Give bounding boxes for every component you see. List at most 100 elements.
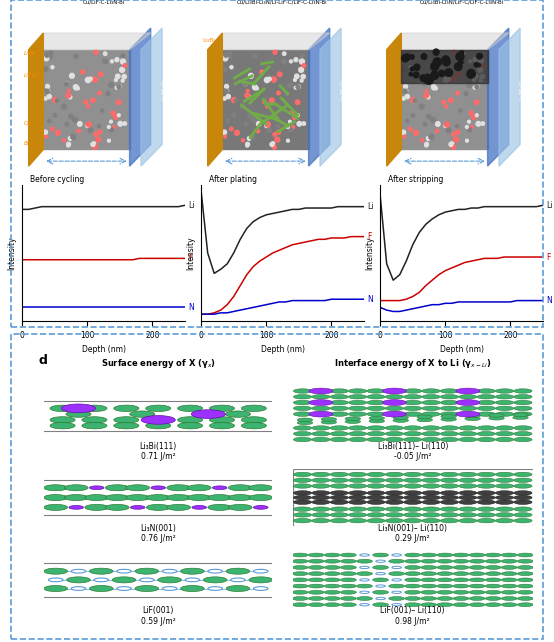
Circle shape [227, 119, 230, 123]
Circle shape [514, 478, 532, 482]
Circle shape [389, 584, 404, 588]
Circle shape [300, 79, 303, 82]
Circle shape [48, 119, 51, 123]
Circle shape [403, 89, 407, 93]
Circle shape [120, 67, 125, 73]
Circle shape [51, 65, 54, 69]
Circle shape [450, 142, 454, 145]
Circle shape [309, 596, 324, 600]
Circle shape [230, 578, 245, 582]
Circle shape [85, 78, 90, 83]
Text: Li₂PS₄Cl: Li₂PS₄Cl [519, 79, 524, 100]
Polygon shape [401, 49, 488, 150]
Circle shape [440, 401, 459, 404]
Circle shape [330, 473, 348, 476]
Circle shape [450, 77, 455, 82]
Circle shape [422, 389, 440, 393]
Polygon shape [488, 28, 509, 166]
Circle shape [392, 554, 402, 556]
Circle shape [442, 56, 449, 64]
Circle shape [224, 84, 229, 89]
Circle shape [360, 554, 370, 556]
Circle shape [44, 494, 68, 501]
Circle shape [389, 572, 404, 576]
Circle shape [474, 74, 478, 78]
Circle shape [405, 553, 420, 557]
Circle shape [225, 411, 250, 417]
Circle shape [123, 122, 126, 125]
Circle shape [103, 59, 107, 64]
Circle shape [93, 144, 98, 149]
Polygon shape [29, 33, 43, 166]
Circle shape [294, 426, 312, 430]
Circle shape [270, 98, 274, 103]
Circle shape [469, 566, 485, 569]
Circle shape [272, 144, 276, 149]
Circle shape [74, 85, 79, 90]
Circle shape [443, 58, 450, 66]
Circle shape [267, 128, 271, 132]
Circle shape [273, 132, 276, 136]
Circle shape [187, 494, 211, 501]
Text: After stripping: After stripping [388, 175, 444, 184]
Circle shape [309, 566, 324, 569]
Circle shape [271, 142, 275, 145]
Circle shape [178, 405, 203, 412]
Circle shape [440, 513, 459, 517]
Circle shape [293, 603, 308, 607]
Circle shape [421, 603, 437, 607]
Circle shape [427, 114, 431, 119]
Circle shape [293, 578, 308, 582]
Circle shape [294, 86, 297, 89]
Circle shape [517, 584, 533, 588]
Polygon shape [208, 33, 222, 166]
Title: Before cycling
Cu/LiF-C-Li₃N-Bi: Before cycling Cu/LiF-C-Li₃N-Bi [83, 0, 125, 4]
Circle shape [255, 87, 258, 90]
Circle shape [477, 64, 480, 67]
Circle shape [437, 578, 453, 582]
Circle shape [373, 553, 388, 557]
Circle shape [421, 596, 437, 600]
Circle shape [224, 89, 228, 93]
Text: Li: Li [367, 202, 373, 211]
Circle shape [106, 92, 110, 96]
Circle shape [469, 578, 485, 582]
Circle shape [402, 55, 409, 62]
Circle shape [242, 417, 266, 423]
Circle shape [360, 591, 370, 593]
Circle shape [440, 507, 459, 511]
Circle shape [440, 406, 459, 410]
Circle shape [477, 412, 495, 416]
Circle shape [114, 115, 117, 119]
Text: F: F [367, 232, 372, 241]
Circle shape [514, 412, 532, 416]
Circle shape [63, 139, 65, 142]
Polygon shape [130, 28, 151, 166]
Circle shape [467, 69, 475, 78]
Circle shape [273, 50, 277, 55]
Circle shape [348, 401, 367, 404]
Circle shape [249, 485, 273, 490]
Circle shape [405, 578, 420, 582]
Circle shape [422, 395, 440, 399]
Circle shape [402, 56, 407, 61]
Circle shape [440, 412, 459, 416]
Circle shape [435, 130, 439, 133]
Circle shape [330, 484, 348, 488]
Circle shape [385, 478, 403, 482]
Circle shape [330, 490, 348, 495]
Circle shape [181, 586, 204, 591]
Circle shape [437, 572, 453, 576]
Circle shape [405, 596, 420, 600]
Circle shape [477, 507, 495, 511]
Circle shape [296, 85, 300, 89]
Circle shape [495, 395, 514, 399]
Circle shape [345, 417, 361, 421]
Circle shape [495, 496, 514, 499]
Circle shape [348, 395, 367, 399]
Circle shape [248, 137, 251, 141]
Circle shape [435, 121, 440, 126]
Circle shape [425, 76, 433, 84]
Circle shape [459, 60, 463, 64]
Circle shape [229, 127, 233, 131]
